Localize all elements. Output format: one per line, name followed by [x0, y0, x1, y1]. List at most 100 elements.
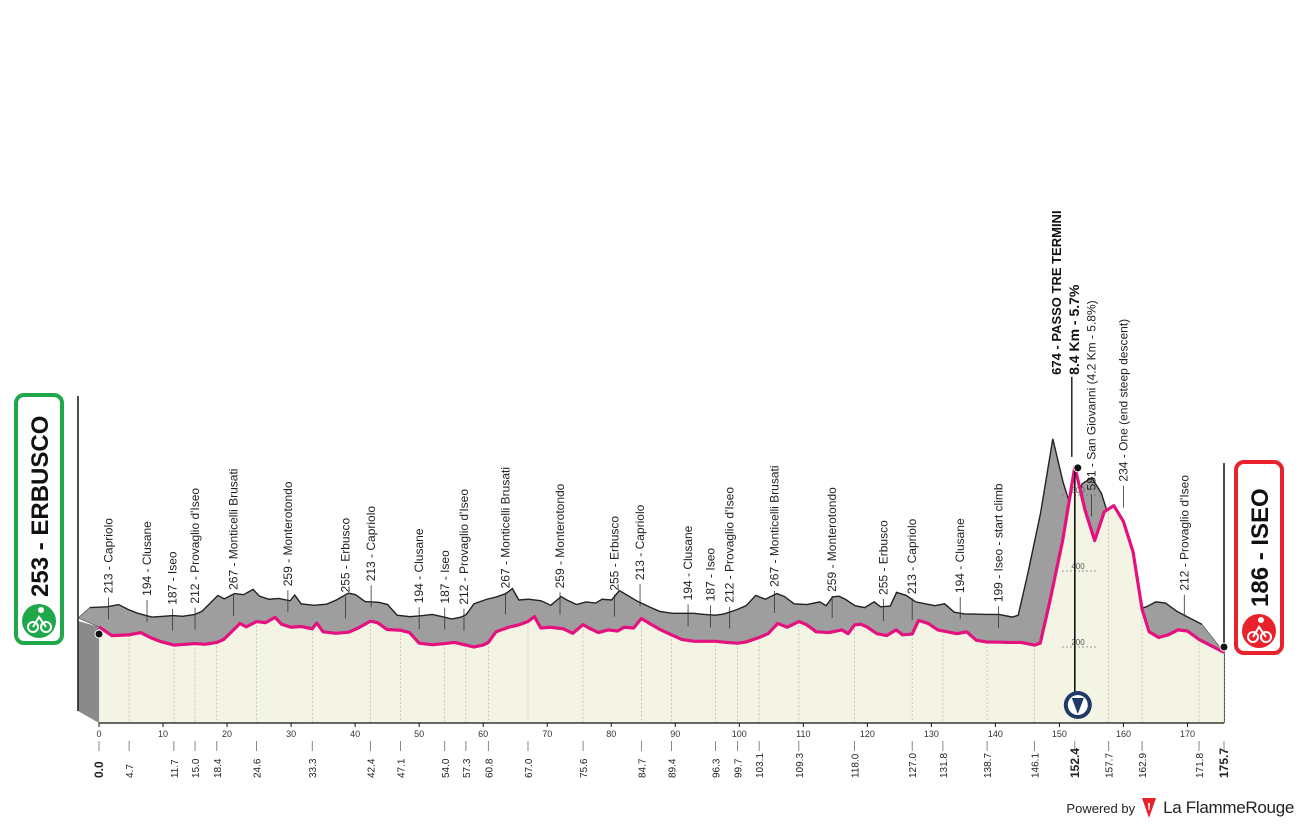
place-label: 194 - Clusane	[140, 521, 154, 596]
place-label: 187 - Iseo	[166, 551, 180, 605]
distance-label: 84.7	[637, 758, 648, 778]
x-tick-label: 160	[1116, 729, 1131, 739]
distance-label: 138.7	[983, 753, 994, 778]
summit-sublabel: 8.4 Km - 5.7%	[1066, 284, 1082, 375]
distance-label: 0.0	[92, 761, 106, 778]
x-tick-label: 80	[606, 729, 616, 739]
cyclist-icon	[22, 604, 56, 638]
distance-label: 103.1	[755, 753, 766, 778]
x-tick-label: 0	[96, 729, 101, 739]
finish-badge-frame	[1234, 460, 1284, 655]
x-tick-label: 110	[796, 729, 810, 739]
flame-icon	[1142, 798, 1157, 818]
distance-label: 118.0	[851, 753, 862, 778]
distance-label: 75.6	[579, 758, 590, 778]
finish-badge-label: 186 - ISEO	[1247, 488, 1274, 607]
kom-badge-mark	[1071, 698, 1084, 714]
place-label: 581 - San Giovanni (4.2 Km - 5.8%)	[1084, 300, 1098, 490]
start-badge: 253 - ERBUSCO	[14, 393, 64, 645]
place-label: 194 - Clusane	[681, 525, 695, 600]
place-label: 194 - Clusane	[412, 528, 426, 603]
x-tick-label: 170	[1180, 729, 1195, 739]
x-tick-label: 90	[670, 729, 680, 739]
place-label: 212 - Provaglio d'Iseo	[723, 487, 737, 603]
place-label: 267 - Monticelli Brusati	[768, 465, 782, 586]
brand-name: La FlammeRouge	[1163, 798, 1294, 817]
distance-label: 157.7	[1105, 753, 1116, 778]
place-label: 259 - Monterotondo	[553, 483, 567, 588]
distance-label: 99.7	[733, 758, 744, 778]
summit-dot	[1073, 463, 1083, 473]
distance-label: 175.7	[1217, 748, 1231, 778]
x-tick-label: 130	[924, 729, 939, 739]
place-label: 267 - Monticelli Brusati	[226, 469, 240, 590]
x-tick-label: 40	[350, 729, 360, 739]
profile-left-face	[78, 621, 99, 723]
distance-label: 96.3	[712, 758, 723, 778]
distance-label: 18.4	[213, 758, 224, 778]
distance-label: 131.8	[939, 753, 950, 778]
distance-label: 54.0	[441, 758, 452, 778]
distance-label: 109.3	[795, 753, 806, 778]
x-tick-label: 70	[542, 729, 552, 739]
profile-back-edge	[89, 438, 1203, 625]
cyclist-icon-head	[38, 607, 44, 613]
place-label: 213 - Capriolo	[102, 518, 116, 594]
x-tick-label: 140	[988, 729, 1003, 739]
place-label: 187 - Iseo	[438, 550, 452, 604]
x-tick-label: 10	[158, 729, 168, 739]
start-badge-label: 253 - ERBUSCO	[27, 416, 54, 597]
place-label: 255 - Erbusco	[339, 517, 353, 592]
x-tick-label: 20	[222, 729, 232, 739]
place-label: 194 - Clusane	[953, 518, 967, 593]
elevation-profile-line	[98, 465, 1225, 654]
distance-label: 171.8	[1195, 753, 1206, 778]
elevation-tick-label: 400	[1071, 562, 1085, 571]
place-label: 267 - Monticelli Brusati	[499, 467, 513, 588]
cyclist-finish-icon	[1242, 614, 1276, 648]
cyclist-finish-icon-frame	[1252, 625, 1267, 638]
x-tick-label: 60	[478, 729, 488, 739]
cyclist-icon-wheel	[27, 621, 39, 633]
start-dot	[94, 629, 104, 639]
distance-label: 57.3	[462, 758, 473, 778]
brand-footer: Powered by La FlammeRouge	[1066, 797, 1294, 819]
cyclist-finish-icon-bg	[1242, 614, 1276, 648]
place-label: 187 - Iseo	[703, 548, 717, 602]
distance-label: 127.0	[908, 753, 919, 778]
place-label: 255 - Erbusco	[876, 520, 890, 595]
cyclist-finish-icon-wheel	[1247, 631, 1259, 643]
cyclist-finish-icon-head	[1258, 617, 1264, 623]
place-label: 212 - Provaglio d'Iseo	[188, 488, 202, 604]
cyclist-finish-icon-wheel	[1260, 631, 1272, 643]
elevation-tick-label: 600	[1071, 486, 1085, 495]
distance-label: 67.0	[524, 758, 535, 778]
distance-label: 152.4	[1068, 748, 1082, 778]
distance-label: 15.0	[191, 758, 202, 778]
distance-label: 11.7	[170, 759, 181, 778]
cyclist-icon-frame	[32, 615, 47, 628]
place-label: 213 - Capriolo	[905, 518, 919, 594]
place-label: 213 - Capriolo	[364, 506, 378, 582]
powered-by-text: Powered by	[1066, 800, 1136, 816]
x-tick-label: 30	[286, 729, 296, 739]
kom-badge-icon	[1063, 691, 1092, 719]
x-tick-label: 120	[860, 729, 875, 739]
place-label: 255 - Erbusco	[607, 516, 621, 591]
place-label: 212 - Provaglio d'Iseo	[1177, 475, 1191, 591]
place-label: 259 - Monterotondo	[825, 487, 839, 592]
x-tick-label: 150	[1052, 729, 1067, 739]
finish-badge: 186 - ISEO	[1234, 460, 1284, 655]
distance-label: 89.4	[667, 758, 678, 778]
cyclist-icon-bg	[22, 604, 56, 638]
x-tick-label: 100	[732, 729, 747, 739]
distance-label: 47.1	[397, 758, 408, 778]
distance-label: 33.3	[308, 758, 319, 778]
finish-dot	[1219, 642, 1229, 652]
distance-label: 42.4	[366, 758, 377, 778]
cyclist-icon-wheel	[40, 621, 52, 633]
place-label: 259 - Monterotondo	[281, 481, 295, 586]
start-badge-frame	[14, 393, 64, 645]
place-label: 213 - Capriolo	[633, 504, 647, 580]
